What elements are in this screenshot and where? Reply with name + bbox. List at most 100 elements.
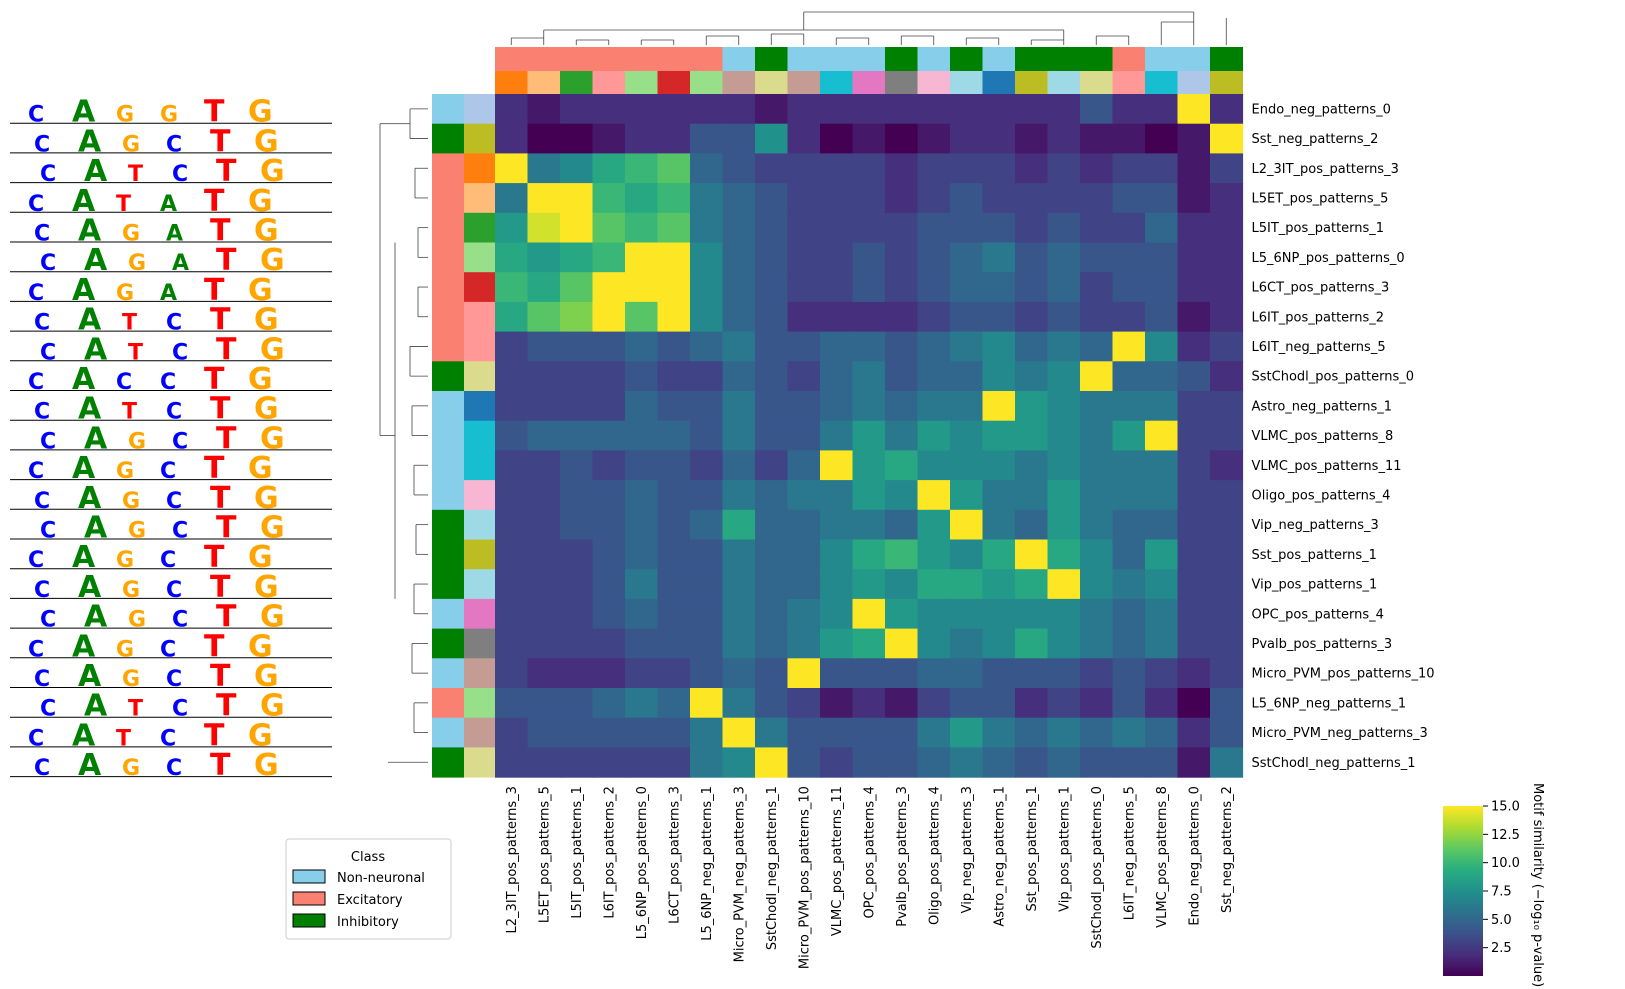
heatmap-cell — [1177, 569, 1211, 600]
heatmap-cell — [625, 539, 659, 570]
row-label: SstChodl_pos_patterns_0 — [1252, 370, 1415, 385]
logo-letter: T — [216, 689, 237, 724]
heatmap-cell — [495, 153, 529, 184]
heatmap-cell — [592, 420, 626, 451]
row-label: L6IT_neg_patterns_5 — [1252, 340, 1386, 355]
heatmap-cell — [625, 94, 659, 125]
heatmap-cell — [625, 420, 659, 451]
heatmap-cell — [560, 569, 594, 600]
heatmap-cell — [755, 420, 789, 451]
logo-letter: A — [78, 481, 102, 516]
heatmap-cell — [657, 480, 691, 511]
heatmap-cell — [495, 212, 529, 244]
row-class-cell — [432, 628, 464, 659]
column-label: L2_3IT_pos_patterns_3 — [505, 786, 520, 933]
heatmap-cell — [1145, 242, 1179, 273]
heatmap-cell — [852, 747, 886, 778]
heatmap-cell — [1112, 301, 1146, 333]
logo-letter: A — [78, 303, 102, 338]
heatmap-cell — [852, 658, 886, 689]
heatmap-cell — [1177, 450, 1211, 481]
row-type-color-bar — [464, 94, 495, 778]
legend-swatch — [292, 913, 326, 928]
logo-letter: T — [210, 124, 231, 159]
heatmap-cell — [1177, 598, 1211, 630]
heatmap-cell — [625, 509, 659, 541]
heatmap-cell — [1145, 361, 1179, 392]
heatmap-cell — [527, 301, 561, 333]
row-class-cell — [432, 717, 464, 748]
heatmap-cell — [755, 598, 789, 630]
heatmap-cell — [950, 94, 984, 125]
logo-letter: C — [166, 489, 182, 514]
logo-letter: C — [160, 370, 176, 395]
logo-letter: T — [128, 340, 143, 365]
logo-letter: T — [210, 303, 231, 338]
heatmap-cell — [625, 717, 659, 748]
heatmap-cell — [787, 480, 821, 511]
heatmap-cell — [592, 183, 626, 214]
row-label: L6IT_pos_patterns_2 — [1252, 310, 1385, 325]
heatmap-cell — [527, 747, 561, 778]
heatmap-cell — [950, 272, 984, 303]
row-class-cell — [432, 509, 464, 540]
heatmap-cell — [1210, 658, 1244, 689]
row-type-cell — [464, 153, 495, 184]
row-label: Oligo_pos_patterns_4 — [1252, 488, 1391, 503]
column-label: L6IT_pos_patterns_2 — [603, 786, 618, 919]
heatmap-cell — [885, 420, 919, 451]
legend-entry-label: Non-neuronal — [337, 871, 425, 886]
heatmap-cell — [917, 391, 951, 422]
heatmap-cell — [690, 331, 724, 362]
heatmap-cell — [495, 331, 529, 362]
heatmap-cell — [592, 569, 626, 600]
heatmap-cell — [1080, 717, 1114, 748]
heatmap-cell — [560, 747, 594, 778]
logo-letter: T — [204, 451, 225, 486]
heatmap-cell — [1145, 212, 1179, 244]
logo-letter: A — [78, 570, 102, 605]
heatmap-cell — [950, 598, 984, 630]
logo-letter: G — [254, 214, 279, 249]
heatmap-cell — [1112, 94, 1146, 125]
heatmap-cell — [657, 598, 691, 630]
heatmap-cell — [722, 391, 756, 422]
row-label: Micro_PVM_pos_patterns_10 — [1252, 667, 1435, 682]
logo-letter: G — [122, 489, 140, 514]
heatmap-cell — [1112, 183, 1146, 214]
heatmap-cell — [722, 153, 756, 184]
heatmap-cell — [982, 688, 1016, 719]
heatmap-cell — [722, 509, 756, 541]
row-class-cell — [432, 480, 464, 511]
heatmap-cell — [625, 242, 659, 273]
heatmap-cell — [1145, 272, 1179, 303]
heatmap-cell — [1177, 361, 1211, 392]
row-type-cell — [464, 747, 495, 778]
row-class-cell — [432, 391, 464, 422]
logo-letter: C — [34, 400, 50, 425]
heatmap-cell — [885, 153, 919, 184]
heatmap-cell — [755, 628, 789, 659]
logo-letter: T — [216, 154, 237, 189]
heatmap-cell — [982, 123, 1016, 154]
heatmap-cell — [982, 569, 1016, 600]
row-type-cell — [464, 450, 495, 481]
logo-letter: A — [84, 421, 108, 456]
row-dendrogram — [379, 108, 428, 763]
heatmap-cell — [1177, 331, 1211, 362]
heatmap-cell — [1080, 361, 1114, 392]
heatmap-cell — [657, 242, 691, 273]
logo-letter: T — [210, 481, 231, 516]
column-label: Vip_neg_patterns_3 — [960, 786, 975, 913]
heatmap-cell — [917, 480, 951, 511]
logo-letter: G — [122, 132, 140, 157]
logo-letter: A — [160, 192, 177, 217]
heatmap-cell — [917, 747, 951, 778]
heatmap-cell — [1080, 450, 1114, 481]
heatmap-cell — [1047, 539, 1081, 570]
row-type-cell — [464, 598, 495, 630]
column-class-cell — [722, 47, 756, 71]
logo-letter: G — [254, 570, 279, 605]
heatmap-cell — [1015, 509, 1049, 541]
heatmap-cell — [1047, 94, 1081, 125]
